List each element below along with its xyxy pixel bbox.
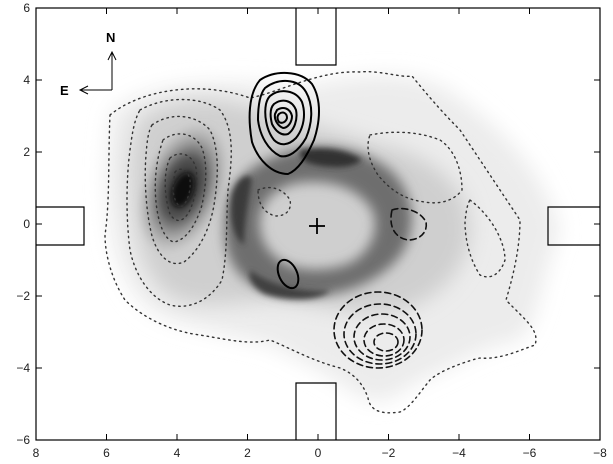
y-axis-ticks: 6 4 2 0 −2 −4 −6: [16, 1, 600, 447]
compass-east-label: E: [60, 83, 69, 98]
x-tick-label: 0: [315, 446, 322, 460]
x-tick-label: 6: [103, 446, 110, 460]
greyscale-diffuse-emission: [106, 75, 560, 401]
dotted-contours: [104, 70, 537, 414]
center-plus-marker: [309, 218, 325, 234]
y-tick-label: 0: [23, 217, 30, 231]
compass-indicator: N E: [60, 30, 117, 98]
solid-contours: [248, 72, 320, 290]
y-tick-label: 2: [23, 145, 30, 159]
y-tick-label: 6: [23, 1, 30, 15]
x-tick-label: 8: [33, 446, 40, 460]
y-tick-label: −6: [16, 433, 30, 447]
x-tick-label: −8: [593, 446, 607, 460]
dashed-contours: [333, 207, 428, 369]
y-tick-label: 4: [23, 73, 30, 87]
y-tick-label: −4: [16, 361, 30, 375]
compass-north-label: N: [106, 30, 115, 45]
x-axis-ticks: 8 6 4 2 0 −2 −4 −6 −8: [33, 8, 607, 460]
y-tick-label: −2: [16, 289, 30, 303]
x-tick-label: −4: [452, 446, 466, 460]
x-tick-label: −2: [382, 446, 396, 460]
x-tick-label: 4: [174, 446, 181, 460]
x-tick-label: 2: [244, 446, 251, 460]
mask-outlines: [36, 8, 600, 440]
x-tick-label: −6: [523, 446, 537, 460]
